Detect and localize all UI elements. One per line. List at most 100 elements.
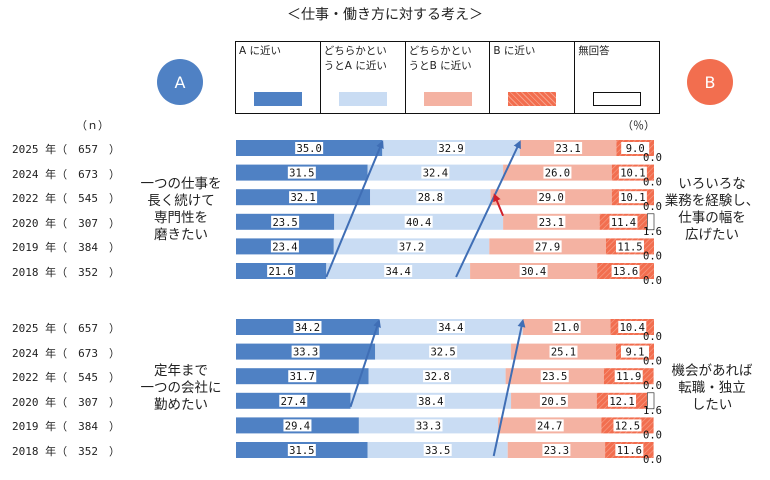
legend-item: どちらかとい うとA に近い xyxy=(321,42,406,113)
legend-swatch xyxy=(423,92,472,106)
bar-value-background xyxy=(437,142,466,154)
bar-value-background xyxy=(608,394,637,407)
bar-value-background xyxy=(537,191,566,204)
bar-value-background xyxy=(423,370,452,383)
legend-item: A に近い xyxy=(236,42,321,113)
bar-value-background xyxy=(287,444,316,456)
bar-value-label: 34.4 xyxy=(386,266,411,278)
bar-value-label: 21.0 xyxy=(554,322,579,334)
bar-value-background xyxy=(535,419,564,432)
bar-value-background xyxy=(421,166,450,179)
legend-swatch xyxy=(338,92,387,106)
bar-value-label: 29.4 xyxy=(285,420,310,432)
bar-value-label: 11.6 xyxy=(617,445,642,457)
row-label: 2019 年（ 384 ） xyxy=(12,420,120,434)
bar-value-background xyxy=(270,240,299,253)
row-label: 2018 年（ 352 ） xyxy=(12,445,120,458)
bar-value-background xyxy=(537,215,566,228)
legend-item: B に近い xyxy=(490,42,576,113)
n-unit-label: （ｎ） xyxy=(76,119,109,132)
row-label: 2024 年（ 673 ） xyxy=(12,346,120,360)
legend-label: 無回答 xyxy=(578,45,610,57)
trend-arrow-blue xyxy=(455,140,521,278)
legend-swatch xyxy=(254,92,302,106)
statement-a-badge: A xyxy=(157,59,203,105)
legend-swatch xyxy=(593,92,642,106)
bar-value-label: 33.3 xyxy=(416,420,441,432)
no-answer-label: 1.6 xyxy=(643,226,662,238)
bar-value-background xyxy=(614,370,643,383)
bar-value-label: 10.4 xyxy=(620,322,645,334)
bar-value-label: 32.9 xyxy=(438,143,463,155)
bar-value-background xyxy=(540,370,569,383)
bar-value-background xyxy=(554,142,583,154)
bar-value-background xyxy=(293,321,322,333)
bar-value-label: 23.4 xyxy=(272,241,297,253)
chart-title: ＜仕事・働き方に対する考え＞ xyxy=(287,7,483,23)
bar-value-background xyxy=(533,240,562,253)
row-label: 2020 年（ 307 ） xyxy=(12,216,120,230)
bar-value-background xyxy=(542,444,571,456)
row-label: 2025 年（ 657 ） xyxy=(12,143,120,156)
bar-value-background xyxy=(549,345,578,358)
bar-value-background xyxy=(620,345,649,358)
bar-value-label: 32.4 xyxy=(423,168,448,180)
bar-value-label: 10.1 xyxy=(620,168,645,180)
no-answer-label: 0.0 xyxy=(643,275,662,287)
bar-value-label: 12.5 xyxy=(615,420,640,432)
bar-value-background xyxy=(384,265,413,277)
bar-value-label: 26.0 xyxy=(545,168,570,180)
legend-item: どちらかとい うとB に近い xyxy=(406,42,491,113)
legend-swatch xyxy=(508,92,557,106)
trend-arrow-blue xyxy=(325,140,384,278)
bar-value-background xyxy=(295,142,324,154)
no-answer-label: 0.0 xyxy=(643,152,662,164)
percent-unit-label: （％） xyxy=(622,119,655,132)
bar-value-label: 23.5 xyxy=(542,371,567,383)
statement-a-text: 定年まで 一つの会社に 勤めたい xyxy=(140,363,222,413)
bar-segment xyxy=(647,213,655,231)
bar-value-background xyxy=(615,240,644,253)
bar-value-label: 28.8 xyxy=(418,192,443,204)
no-answer-label: 1.6 xyxy=(643,405,662,417)
no-answer-label: 0.0 xyxy=(643,201,662,213)
bar-value-label: 23.3 xyxy=(544,445,569,457)
bar-value-background xyxy=(397,240,426,253)
bar-value-label: 29.0 xyxy=(539,192,564,204)
bar-value-label: 32.5 xyxy=(430,347,455,359)
bar-value-background xyxy=(416,394,445,407)
bar-value-label: 30.4 xyxy=(521,266,546,278)
bar-value-background xyxy=(283,419,312,432)
bar-value-background xyxy=(416,191,445,204)
statement-b-text: 機会があれば 転職・独立 したい xyxy=(671,363,753,413)
bar-value-label: 21.6 xyxy=(268,266,293,278)
bar-value-background xyxy=(539,394,568,407)
bar-value-label: 31.7 xyxy=(290,371,315,383)
no-answer-label: 0.0 xyxy=(643,250,662,262)
legend-label: どちらかとい うとA に近い xyxy=(323,45,387,72)
bar-value-label: 11.5 xyxy=(617,241,642,253)
bar-value-background xyxy=(414,419,443,432)
bar-value-background xyxy=(615,444,644,456)
bar-value-background xyxy=(267,265,296,277)
bar-value-background xyxy=(621,142,650,154)
row-label: 2018 年（ 352 ） xyxy=(12,266,120,279)
bar-value-background xyxy=(613,419,642,432)
statement-b-text: いろいろな 業務を経験し、 仕事の幅を 広げたい xyxy=(664,175,760,243)
bar-value-background xyxy=(618,166,647,179)
bar-value-label: 37.2 xyxy=(399,241,424,253)
bar-value-label: 23.1 xyxy=(555,143,580,155)
row-label: 2022 年（ 545 ） xyxy=(12,192,120,206)
trend-arrow-blue xyxy=(349,319,381,408)
bar-value-background xyxy=(519,265,548,277)
legend-label: どちらかとい うとB に近い xyxy=(408,45,472,72)
no-answer-label: 0.0 xyxy=(643,331,662,343)
bar-value-label: 13.6 xyxy=(613,266,638,278)
bar-value-background xyxy=(609,215,638,228)
bar-value-label: 34.2 xyxy=(295,322,320,334)
row-label: 2020 年（ 307 ） xyxy=(12,395,120,409)
bar-value-label: 31.5 xyxy=(289,445,314,457)
no-answer-label: 0.0 xyxy=(643,177,662,189)
legend-label: B に近い xyxy=(493,45,536,57)
